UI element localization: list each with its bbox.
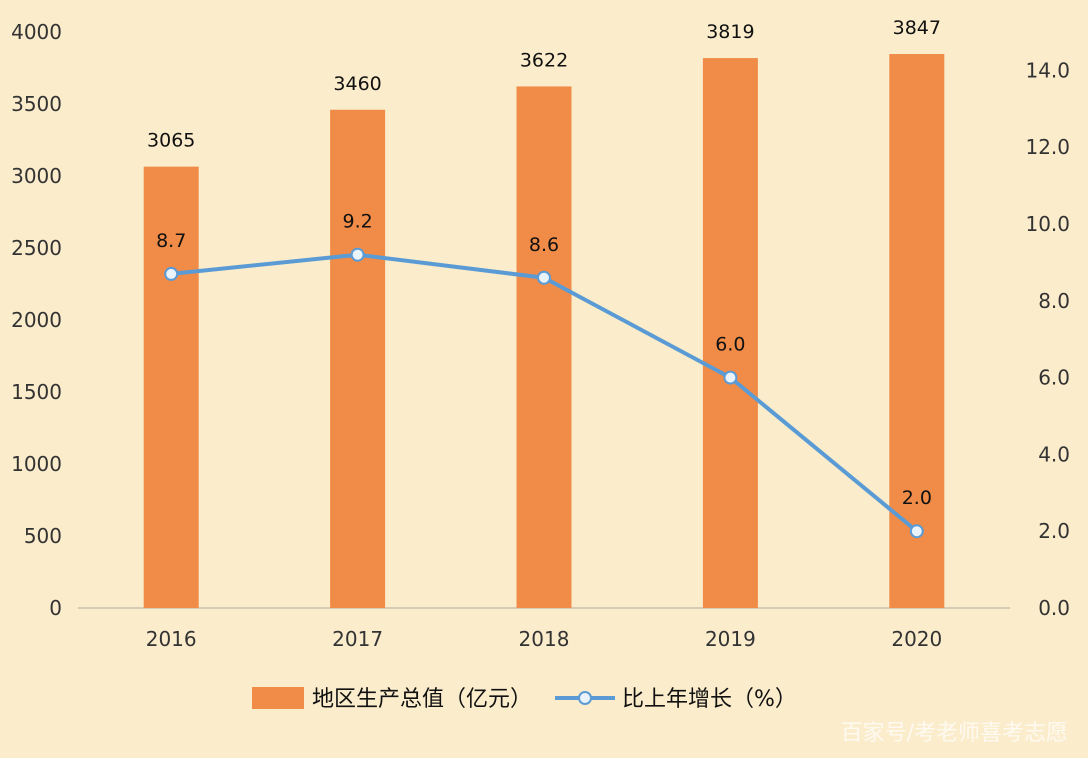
left-axis-tick-label: 3000: [11, 164, 62, 188]
right-axis-tick-label: 0.0: [1038, 596, 1070, 620]
bar-data-label: 3819: [706, 21, 754, 43]
growth-data-label: 9.2: [342, 211, 372, 233]
bar-gdp: [143, 166, 199, 608]
growth-point: [164, 266, 179, 281]
growth-point: [909, 524, 924, 539]
left-axis-tick-label: 1500: [11, 380, 62, 404]
bar-gdp: [702, 58, 758, 608]
bar-gdp: [516, 86, 572, 608]
left-axis-tick-label: 1000: [11, 452, 62, 476]
x-axis-tick-label: 2017: [332, 627, 383, 651]
growth-point: [723, 370, 738, 385]
right-axis-tick-label: 4.0: [1038, 442, 1070, 466]
x-axis-tick-label: 2019: [705, 627, 756, 651]
left-axis-tick-label: 4000: [11, 20, 62, 44]
growth-data-label: 2.0: [902, 487, 932, 509]
right-axis-tick-label: 12.0: [1025, 135, 1070, 159]
legend-bar-label: 地区生产总值（亿元）: [312, 687, 532, 712]
left-axis-tick-label: 2000: [11, 308, 62, 332]
right-axis-tick-label: 6.0: [1038, 366, 1070, 390]
bar-data-label: 3065: [147, 130, 195, 152]
left-axis-tick-label: 2500: [11, 236, 62, 260]
growth-point: [350, 247, 365, 262]
bar-gdp: [330, 109, 386, 608]
growth-data-label: 8.7: [156, 230, 186, 252]
right-axis-tick-label: 2.0: [1038, 519, 1070, 543]
watermark: 百家号/考老师喜考志愿: [841, 721, 1068, 746]
legend-line-label: 比上年增长（%）: [622, 687, 797, 712]
left-axis-tick-label: 0: [49, 596, 62, 620]
growth-data-label: 8.6: [529, 234, 559, 256]
legend-line-marker: [578, 691, 592, 705]
left-axis-tick-label: 3500: [11, 92, 62, 116]
right-axis-tick-label: 14.0: [1025, 58, 1070, 82]
right-axis-tick-label: 8.0: [1038, 289, 1070, 313]
x-axis-tick-label: 2018: [519, 627, 570, 651]
growth-point: [537, 270, 551, 285]
bar-data-label: 3847: [893, 17, 941, 39]
right-axis-tick-label: 10.0: [1025, 212, 1070, 236]
x-axis-tick-label: 2016: [146, 627, 197, 651]
growth-data-label: 6.0: [715, 334, 745, 356]
x-axis-tick-label: 2020: [891, 627, 942, 651]
left-axis-tick-label: 500: [24, 524, 62, 548]
legend-bar-swatch: [252, 687, 304, 709]
bar-data-label: 3622: [520, 49, 568, 71]
bar-data-label: 3460: [333, 73, 381, 95]
